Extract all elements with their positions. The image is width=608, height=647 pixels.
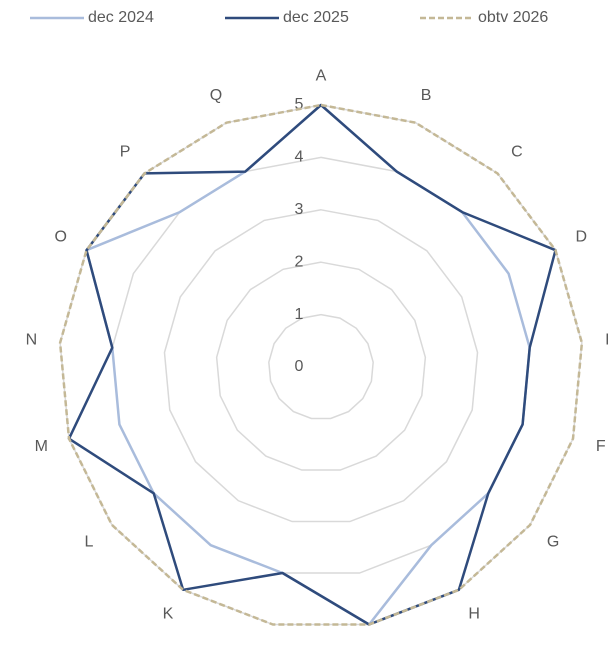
category-label: H	[468, 605, 480, 622]
tick-label: 0	[295, 358, 304, 375]
tick-label: 3	[295, 201, 304, 218]
category-label: B	[421, 87, 432, 104]
category-label: D	[576, 229, 588, 246]
category-label: C	[511, 143, 523, 160]
tick-label: 1	[295, 306, 304, 323]
category-label: P	[120, 143, 131, 160]
legend-label: obtv 2026	[478, 9, 548, 26]
legend-label: dec 2025	[283, 9, 349, 26]
series-line	[85, 103, 531, 626]
category-label: L	[84, 533, 93, 550]
grid-ring	[163, 209, 479, 523]
legend-label: dec 2024	[88, 9, 154, 26]
category-label: A	[316, 67, 327, 84]
category-label: F	[596, 438, 606, 455]
category-label: M	[35, 438, 48, 455]
tick-label: 4	[295, 149, 304, 166]
tick-label: 2	[295, 253, 304, 270]
category-label: Q	[210, 87, 222, 104]
category-label: N	[26, 331, 38, 348]
series-line	[67, 103, 557, 626]
series-line	[58, 103, 584, 626]
category-label: O	[54, 229, 66, 246]
category-label: G	[547, 533, 559, 550]
category-label: K	[163, 605, 174, 622]
grid-ring	[215, 261, 427, 471]
category-label: E	[605, 331, 608, 348]
tick-label: 5	[295, 96, 304, 113]
grid-ring	[268, 313, 374, 420]
